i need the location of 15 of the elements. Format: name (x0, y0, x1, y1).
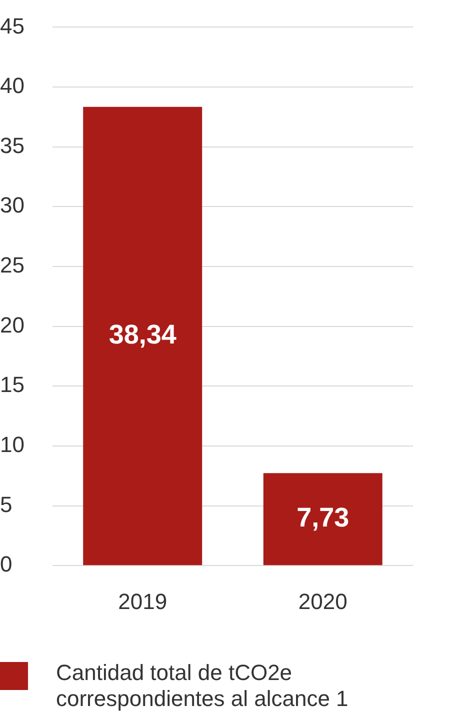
y-tick-label: 25 (0, 252, 24, 278)
y-tick-label: 20 (0, 312, 24, 338)
y-tick-label: 15 (0, 372, 24, 398)
y-tick-label: 35 (0, 132, 24, 158)
y-tick-label: 30 (0, 192, 24, 218)
y-tick-label: 0 (0, 552, 12, 577)
x-tick-label: 2020 (298, 588, 348, 614)
y-tick-label: 5 (0, 492, 12, 517)
y-tick-label: 10 (0, 432, 24, 458)
y-tick-label: 40 (0, 73, 24, 98)
x-tick-label: 2019 (118, 588, 168, 614)
y-tick-label: 45 (0, 13, 24, 38)
legend-label: Cantidad total de tCO2e correspondientes al alcance 1 (56, 660, 350, 712)
data-label: 7,73 (296, 502, 350, 533)
data-label: 38,34 (108, 319, 176, 350)
